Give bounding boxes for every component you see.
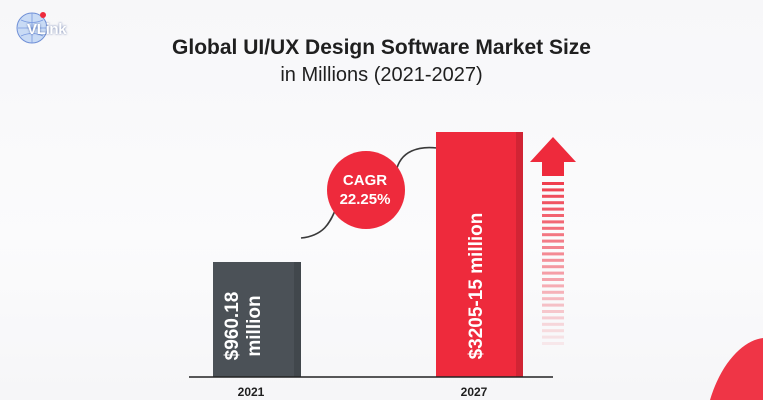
stripe xyxy=(542,342,564,345)
stripe xyxy=(542,252,564,256)
bar-label-2021-line2: million xyxy=(244,295,265,357)
stripe xyxy=(542,278,564,281)
stripe xyxy=(542,265,564,269)
chart-title: Global UI/UX Design Software Market Size xyxy=(172,36,591,59)
x-tick-2021: 2021 xyxy=(237,385,265,399)
stripe xyxy=(542,297,564,301)
stripe xyxy=(542,207,564,211)
cagr-value: 22.25% xyxy=(339,191,391,208)
bar-2021 xyxy=(213,262,301,377)
stripe xyxy=(542,284,564,288)
x-tick-2027: 2027 xyxy=(460,385,488,399)
cagr-bubble xyxy=(327,151,405,229)
stripe xyxy=(542,329,564,333)
stripe xyxy=(542,310,564,313)
stripe xyxy=(542,182,564,185)
bar-shade-2027 xyxy=(516,132,523,377)
up-arrow-icon xyxy=(530,137,576,176)
stripe xyxy=(542,316,564,320)
stripe xyxy=(542,246,564,249)
cagr-text: CAGR 22.25% xyxy=(326,171,404,209)
stripe xyxy=(542,201,564,205)
bar-label-2027: $3205-15 million xyxy=(462,181,492,391)
bar-shade-2021 xyxy=(294,262,301,377)
stripe xyxy=(542,214,564,217)
stripe xyxy=(542,226,564,230)
brand-logo: VLink xyxy=(10,8,74,48)
stripe xyxy=(542,220,564,224)
stripe xyxy=(542,188,564,192)
stripe xyxy=(542,303,564,307)
bar-label-2021: $960.18 million xyxy=(222,271,282,381)
stripe xyxy=(542,258,564,262)
decorative-blob xyxy=(710,338,763,400)
logo-text: VLink xyxy=(27,21,67,38)
stripe xyxy=(542,335,564,339)
bar-2027 xyxy=(436,132,523,377)
bars-group xyxy=(213,132,523,377)
stripe xyxy=(542,239,564,243)
bar-label-2027-line1: $3205-15 million xyxy=(466,212,487,360)
stripe xyxy=(542,271,564,275)
chart-subtitle: in Millions (2021-2027) xyxy=(280,64,483,86)
stripe xyxy=(542,290,564,294)
stripe xyxy=(542,322,564,326)
stripe xyxy=(542,233,564,237)
cagr-title: CAGR xyxy=(342,172,388,189)
bar-label-2021-line1: $960.18 xyxy=(222,291,243,361)
globe-icon xyxy=(16,12,48,44)
stripe xyxy=(542,194,564,198)
gradient-stripes xyxy=(542,182,564,345)
